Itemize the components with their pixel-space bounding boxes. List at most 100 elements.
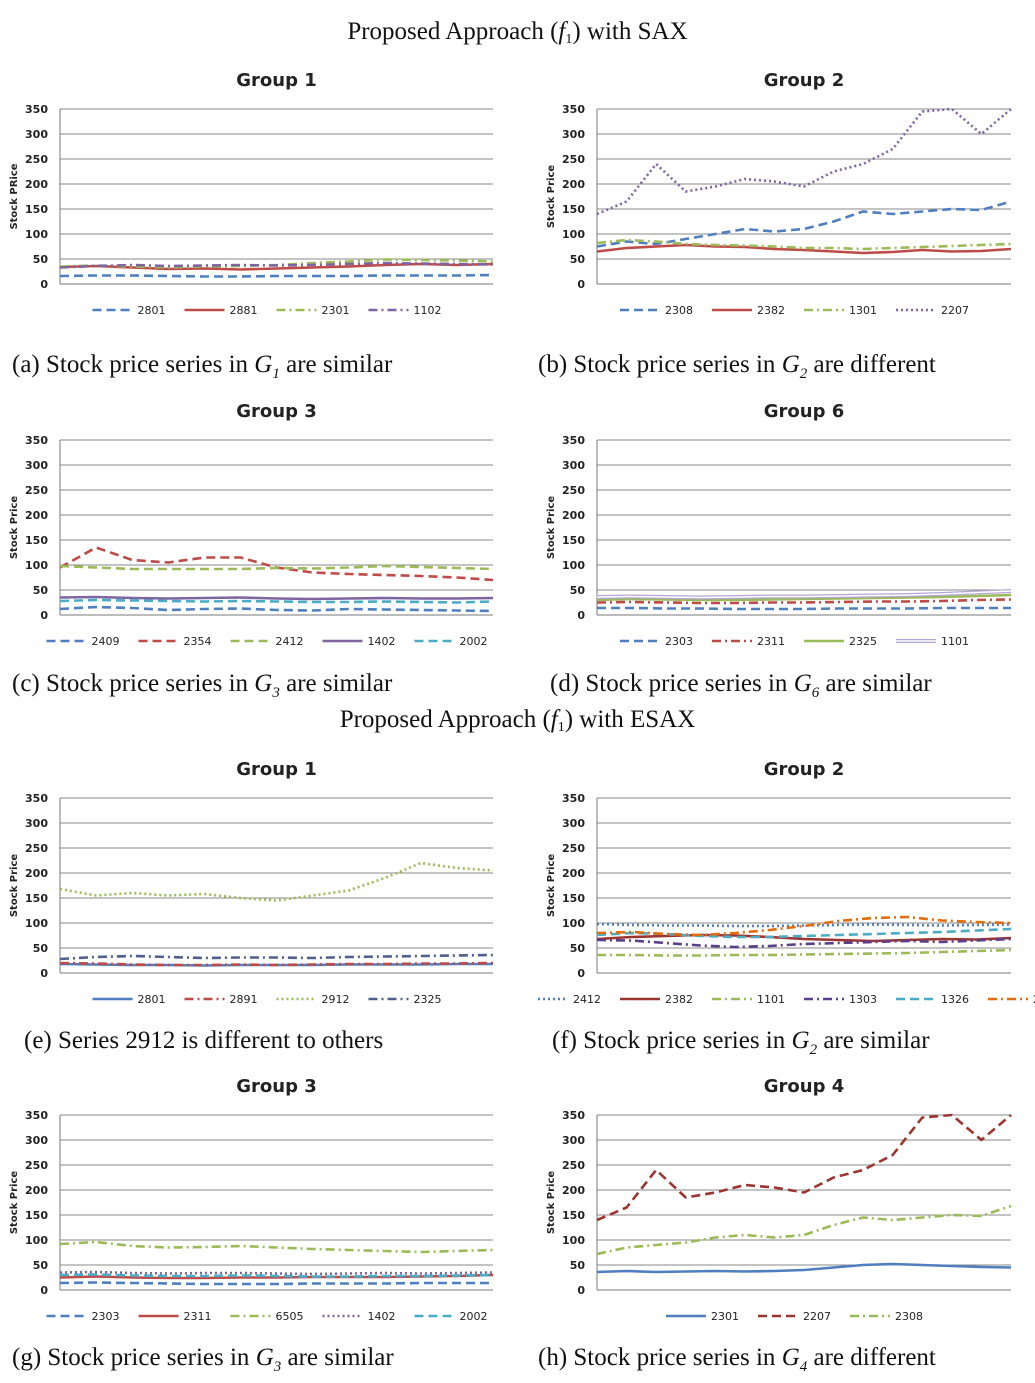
y-tick-label: 100: [25, 228, 48, 241]
y-tick-label: 50: [33, 1259, 49, 1272]
chart-g: Group 3 0 50 100 150 200 250 300 350 Stock Price 2…: [9, 1076, 494, 1323]
y-tick-label: 50: [33, 942, 49, 955]
y-tick-label: 250: [25, 1159, 48, 1172]
y-tick-label: 250: [25, 153, 48, 166]
chart-title: Group 2: [764, 70, 845, 91]
caption-text: (h) Stock price series in: [538, 1344, 782, 1371]
chart-panel-h: Group 4 0 50 100 150 200 250 300 350 Stock Price 2…: [537, 1066, 1035, 1366]
caption-group-index: 3: [272, 685, 280, 701]
y-tick-label: 0: [577, 609, 585, 622]
legend-label: 1101: [757, 993, 785, 1006]
caption-b: (b) Stock price series in G2 are differe…: [538, 351, 936, 383]
caption-a: (a) Stock price series in G1 are similar: [12, 351, 392, 383]
series-line-2409: [59, 605, 494, 613]
series-line-2912: [59, 861, 494, 902]
caption-text: (e) Series 2912 is different to others: [24, 1027, 384, 1054]
caption-c: (c) Stock price series in G3 are similar: [12, 670, 392, 702]
legend-label: 1101: [941, 635, 969, 648]
chart-panel-f: Group 2 0 50 100 150 200 250 300 350 Stock Price 2…: [537, 749, 1035, 1049]
legend-label: 2207: [803, 1310, 831, 1323]
legend-label: 2330: [1033, 993, 1035, 1006]
y-tick-label: 50: [570, 942, 586, 955]
y-tick-label: 300: [25, 817, 48, 830]
y-tick-label: 100: [562, 1234, 585, 1247]
caption-group-letter: G: [254, 670, 273, 697]
series-line-2303: [597, 606, 1011, 611]
series-line-6505: [59, 1240, 494, 1254]
chart-b: Group 2 0 50 100 150 200 250 300 350 Stock Price 2…: [546, 70, 1012, 317]
y-tick-label: 50: [570, 1259, 586, 1272]
y-tick-label: 150: [25, 203, 48, 216]
series-line-2881: [59, 262, 494, 271]
legend-label: 2354: [184, 635, 212, 648]
legend-label: 2412: [276, 635, 304, 648]
legend-label: 6505: [276, 1310, 304, 1323]
caption-group: G6: [794, 670, 820, 701]
caption-text: (g) Stock price series in: [12, 1344, 256, 1371]
legend-label: 2801: [138, 304, 166, 317]
y-tick-label: 300: [25, 128, 48, 141]
legend-label: 2409: [92, 635, 120, 648]
series-line-2002: [59, 1273, 494, 1278]
y-tick-label: 300: [25, 459, 48, 472]
caption-text-end: are similar: [279, 670, 393, 697]
caption-d: (d) Stock price series in G6 are similar: [550, 670, 932, 702]
y-tick-label: 200: [562, 509, 585, 522]
y-tick-label: 100: [25, 559, 48, 572]
y-tick-label: 300: [562, 128, 585, 141]
series-line-1402: [59, 595, 494, 601]
y-tick-label: 250: [562, 484, 585, 497]
series-line-core-1101: [596, 590, 1012, 599]
caption-h: (h) Stock price series in G4 are differe…: [538, 1344, 936, 1376]
caption-e: (e) Series 2912 is different to others: [24, 1027, 383, 1055]
y-tick-label: 200: [25, 1184, 48, 1197]
y-tick-label: 0: [40, 967, 48, 980]
legend-label: 2002: [460, 635, 488, 648]
caption-group: G3: [255, 1344, 282, 1375]
y-tick-label: 100: [562, 228, 585, 241]
y-tick-label: 350: [25, 434, 48, 447]
caption-text-end: are similar: [819, 670, 932, 697]
series-line-2301: [596, 1262, 1012, 1274]
legend-label: 2912: [322, 993, 350, 1006]
y-tick-label: 200: [562, 178, 585, 191]
caption-group: G2: [792, 1027, 818, 1058]
chart-panel-c: Group 3 0 50 100 150 200 250 300 350 Stock Price 2…: [0, 391, 517, 691]
legend-label: 2325: [414, 993, 442, 1006]
section-title-esax: Proposed Approach (f1) with ESAX: [0, 706, 1035, 736]
y-axis-label: Stock Price: [9, 854, 20, 918]
legend-label: 2308: [665, 304, 693, 317]
series-line-2801: [59, 273, 494, 278]
caption-group-index: 2: [799, 366, 808, 382]
series-line-2354: [59, 546, 494, 582]
chart-title: Group 4: [764, 1076, 845, 1097]
legend-label: 2301: [711, 1310, 739, 1323]
y-axis-label: Stock Price: [9, 496, 20, 560]
caption-group-letter: G: [255, 1344, 274, 1371]
legend-label: 2301: [322, 304, 350, 317]
caption-f: (f) Stock price series in G2 are similar: [552, 1027, 930, 1059]
caption-g: (g) Stock price series in G3 are similar: [12, 1344, 394, 1376]
y-tick-label: 200: [25, 178, 48, 191]
legend-label: 2207: [941, 304, 969, 317]
y-axis-label: Stock Price: [546, 1171, 557, 1235]
series-line-2412: [596, 922, 1012, 928]
chart-panel-e: Group 1 0 50 100 150 200 250 300 350 Stock Price 2…: [0, 749, 517, 1049]
caption-group-index: 2: [809, 1042, 818, 1058]
y-tick-label: 150: [562, 203, 585, 216]
series-line-2311: [59, 1273, 494, 1280]
y-tick-label: 100: [25, 1234, 48, 1247]
series-line-2330: [596, 915, 1012, 937]
y-tick-label: 250: [25, 842, 48, 855]
y-tick-label: 300: [25, 1134, 48, 1147]
legend-label: 2311: [184, 1310, 212, 1323]
chart-panel-d: Group 6 0 50 100 150 200 250 300 350 Stock Price 2…: [537, 391, 1035, 691]
series-line-1102: [59, 261, 494, 269]
legend-label: 1301: [849, 304, 877, 317]
section-title-prefix: Proposed Approach (: [347, 18, 559, 45]
caption-text: (a) Stock price series in: [12, 351, 255, 378]
chart-c: Group 3 0 50 100 150 200 250 300 350 Stock Price 2…: [9, 401, 494, 648]
y-tick-label: 200: [25, 867, 48, 880]
y-tick-label: 150: [562, 892, 585, 905]
legend-label: 1326: [941, 993, 969, 1006]
